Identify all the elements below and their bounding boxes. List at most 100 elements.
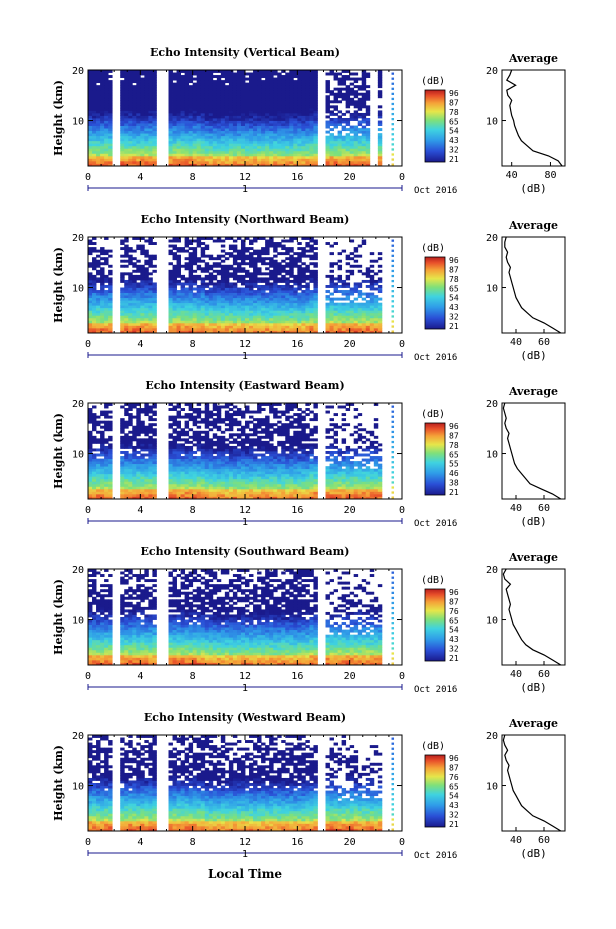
- heatmap-cell: [188, 295, 194, 299]
- heatmap-cell: [245, 140, 250, 144]
- heatmap-cell: [140, 247, 145, 251]
- heatmap-cell: [184, 279, 190, 283]
- heatmap-cell: [277, 107, 282, 111]
- heatmap-cell: [92, 282, 97, 286]
- heatmap-cell: [124, 330, 129, 334]
- heatmap-cell: [212, 87, 218, 91]
- heatmap-cell: [220, 143, 226, 147]
- heatmap-cell: [144, 310, 149, 314]
- heatmap-cell: [180, 87, 186, 91]
- heatmap-cell: [180, 277, 186, 281]
- colorbar-tick-label: 78: [449, 275, 459, 284]
- heatmap-cell: [136, 277, 141, 281]
- heatmap-cell: [132, 110, 137, 114]
- heatmap-cell: [325, 143, 330, 147]
- heatmap-cell: [140, 163, 145, 167]
- heatmap-cell: [305, 285, 310, 288]
- heatmap-cell: [124, 312, 129, 316]
- heatmap-cell: [120, 120, 125, 124]
- heatmap-strip: [391, 77, 395, 80]
- heatmap-cell: [313, 77, 318, 81]
- heatmap-cell: [100, 118, 105, 121]
- heatmap-cell: [265, 305, 270, 309]
- heatmap-cell: [192, 148, 198, 152]
- heatmap-cell: [148, 290, 153, 293]
- heatmap-cell: [152, 466, 157, 470]
- heatmap-cell: [172, 312, 177, 316]
- heatmap-cell: [253, 95, 258, 99]
- heatmap-cell: [365, 292, 371, 296]
- heatmap-cell: [200, 77, 206, 81]
- heatmap-cell: [232, 274, 238, 278]
- heatmap-cell: [100, 92, 105, 96]
- heatmap-cell: [148, 105, 153, 109]
- heatmap-cell: [297, 297, 302, 301]
- heatmap-cell: [305, 70, 310, 73]
- heatmap-cell: [152, 493, 157, 497]
- heatmap-cell: [132, 75, 137, 78]
- heatmap-cell: [148, 428, 153, 432]
- heatmap-cell: [144, 85, 149, 89]
- heatmap-cell: [108, 320, 113, 324]
- heatmap-cell: [365, 123, 371, 126]
- heatmap-cell: [236, 277, 242, 281]
- heatmap-cell: [104, 440, 109, 444]
- heatmap-cell: [277, 297, 282, 301]
- heatmap-cell: [257, 138, 262, 142]
- heatmap-cell: [140, 428, 145, 432]
- heatmap-cell: [132, 140, 137, 144]
- heatmap-cell: [108, 155, 113, 159]
- heatmap-cell: [377, 269, 383, 273]
- heatmap-cell: [172, 287, 177, 291]
- heatmap-cell: [349, 160, 355, 164]
- heatmap-cell: [277, 302, 282, 306]
- heatmap-cell: [180, 297, 186, 301]
- heatmap-cell: [269, 317, 274, 321]
- heatmap-cell: [228, 138, 234, 142]
- heatmap-cell: [208, 302, 214, 306]
- heatmap-cell: [100, 493, 105, 497]
- heatmap-cell: [245, 330, 250, 334]
- heatmap-cell: [305, 237, 310, 240]
- heatmap-cell: [140, 97, 145, 101]
- heatmap-cell: [236, 305, 242, 309]
- heatmap-cell: [269, 110, 274, 114]
- heatmap-cell: [120, 105, 125, 109]
- heatmap-cell: [269, 82, 274, 86]
- heatmap-cell: [204, 302, 210, 306]
- heatmap-cell: [249, 82, 254, 86]
- heatmap-cell: [192, 97, 198, 101]
- heatmap-cell: [124, 133, 129, 137]
- heatmap-cell: [261, 145, 266, 149]
- heatmap-cell: [92, 493, 97, 497]
- heatmap-cell: [136, 259, 141, 263]
- heatmap-cell: [136, 267, 141, 271]
- heatmap-cell: [240, 307, 246, 311]
- heatmap-cell: [188, 75, 194, 78]
- heatmap-cell: [341, 158, 347, 162]
- heatmap-cell: [152, 242, 157, 245]
- heatmap-cell: [261, 295, 266, 299]
- heatmap-cell: [228, 110, 234, 114]
- heatmap-cell: [361, 297, 367, 301]
- heatmap-cell: [373, 310, 379, 314]
- heatmap-cell: [108, 461, 113, 465]
- heatmap-cell: [172, 90, 177, 94]
- heatmap-cell: [144, 90, 149, 94]
- heatmap-cell: [192, 118, 198, 121]
- heatmap-cell: [228, 163, 234, 167]
- heatmap-cell: [216, 287, 222, 291]
- heatmap-cell: [377, 160, 383, 164]
- heatmap-cell: [365, 135, 371, 139]
- heatmap-cell: [357, 130, 363, 134]
- heatmap-cell: [337, 277, 343, 281]
- heatmap-cell: [188, 85, 194, 89]
- heatmap-cell: [168, 435, 173, 439]
- heatmap-cell: [293, 107, 298, 111]
- heatmap-cell: [196, 140, 202, 144]
- heatmap-cell: [240, 90, 246, 94]
- heatmap-cell: [236, 123, 242, 126]
- heatmap-cell: [249, 282, 254, 286]
- heatmap-cell: [168, 496, 173, 500]
- heatmap-cell: [128, 155, 133, 159]
